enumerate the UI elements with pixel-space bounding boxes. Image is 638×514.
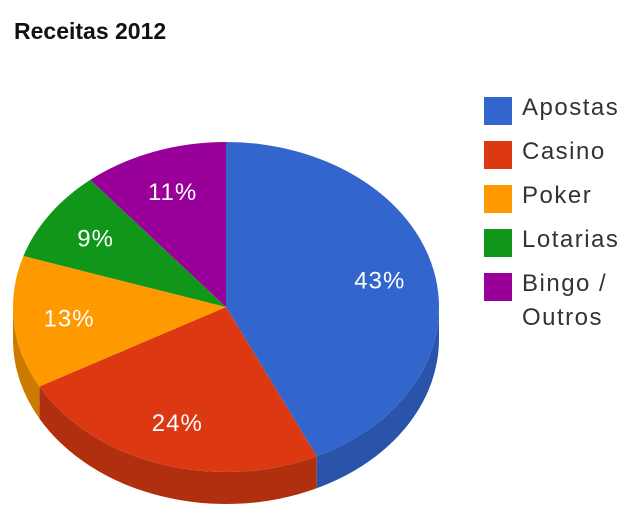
pie-side-apostas (316, 307, 439, 489)
pie-side-casino (39, 386, 317, 504)
pie-slice-lotarias[interactable] (23, 179, 227, 307)
legend-swatch (484, 229, 512, 257)
legend-label: Poker (522, 182, 593, 209)
pie-slice-casino[interactable] (39, 307, 317, 473)
legend-label: Casino (522, 138, 606, 165)
slice-label-lotarias: 9% (77, 225, 114, 252)
legend-swatch (484, 97, 512, 125)
chart-title: Receitas 2012 (14, 18, 167, 44)
legend-label: Lotarias (522, 226, 620, 253)
legend-swatch (484, 141, 512, 169)
pie-labels: 43% 24% 13% 9% 11% (44, 179, 405, 437)
legend-label: Bingo / Outros (522, 270, 608, 331)
pie-sides (13, 307, 439, 504)
slice-label-casino: 24% (152, 410, 203, 437)
legend-label: Apostas (522, 94, 620, 121)
pie-slices (12, 142, 439, 473)
pie-slice-apostas[interactable] (226, 142, 439, 457)
slice-label-poker: 13% (44, 305, 95, 332)
pie-side-poker (13, 307, 40, 419)
legend-swatch (484, 185, 512, 213)
slice-label-apostas: 43% (354, 267, 405, 294)
slice-label-bingo-outros: 11% (148, 179, 197, 206)
legend-swatch (484, 273, 512, 301)
pie-slice-poker[interactable] (12, 256, 226, 387)
pie-slice-bingo-outros[interactable] (90, 142, 226, 307)
